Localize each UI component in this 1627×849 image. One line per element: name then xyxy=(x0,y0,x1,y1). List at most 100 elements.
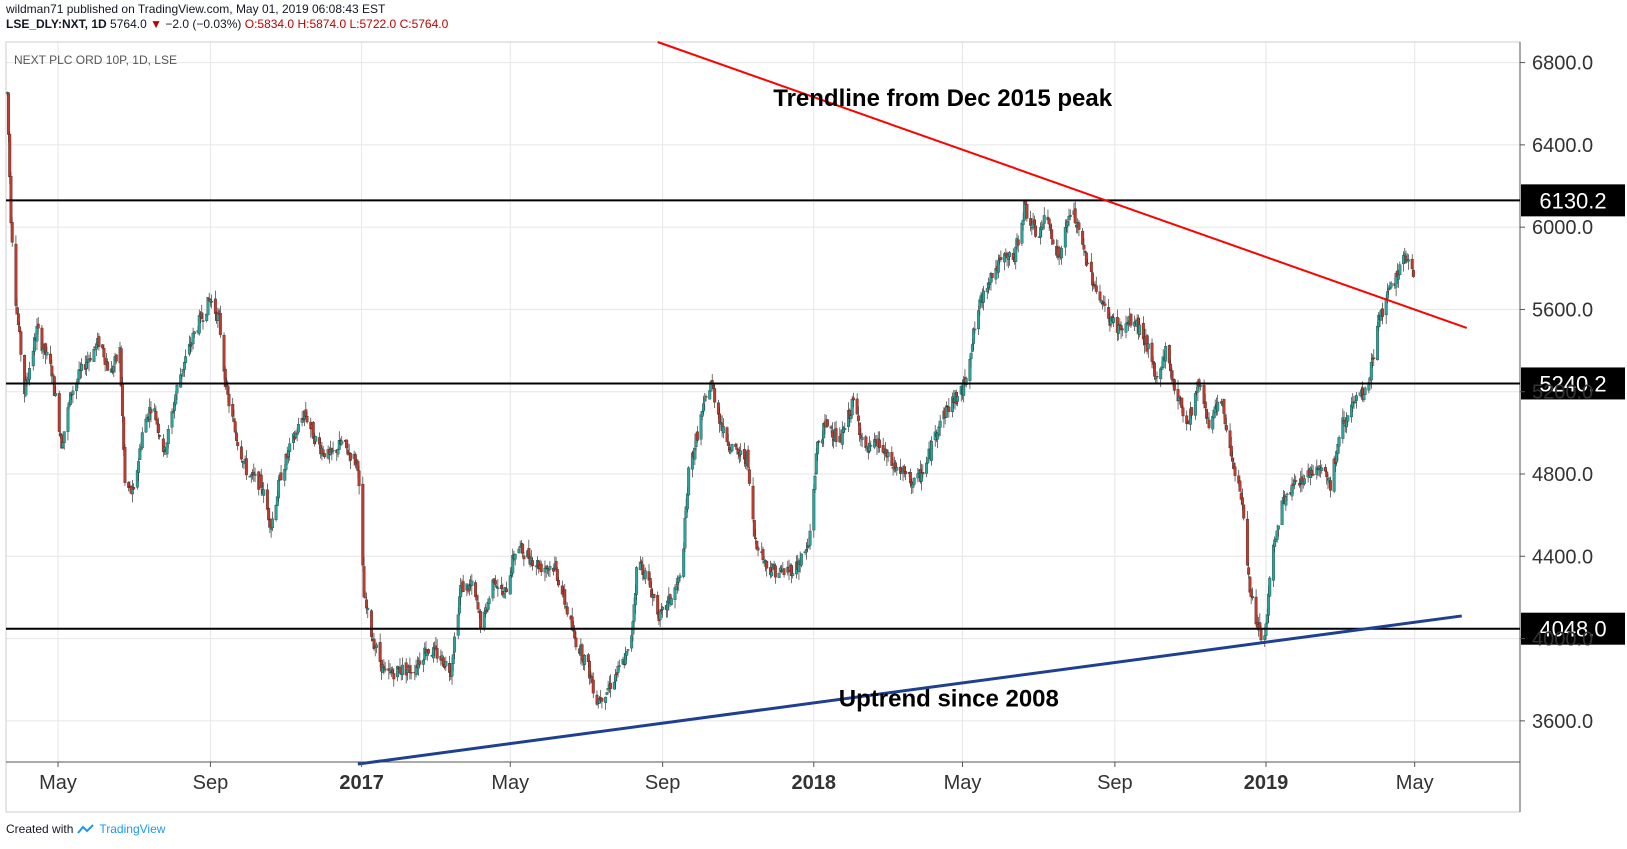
candle-body xyxy=(1381,308,1384,317)
candle-body xyxy=(1369,361,1373,381)
level-badge xyxy=(1521,184,1625,217)
candle-body xyxy=(444,661,448,667)
candle-body xyxy=(761,549,765,561)
candle-body xyxy=(1264,623,1268,636)
candle-body xyxy=(947,406,951,412)
candle-body xyxy=(1077,222,1081,230)
candle-body xyxy=(418,660,422,665)
candle-body xyxy=(233,421,237,433)
candle-body xyxy=(123,447,127,483)
price-tick-label: 4400.0 xyxy=(1532,546,1593,568)
candle-body xyxy=(66,407,70,432)
candle-body xyxy=(398,666,402,674)
candle-body xyxy=(33,337,36,352)
candle-body xyxy=(365,599,368,609)
candle-body xyxy=(557,580,561,586)
candle-body xyxy=(1267,593,1270,616)
candle-body xyxy=(591,679,595,694)
candle-body xyxy=(834,428,838,442)
candle-body xyxy=(132,487,136,490)
candle-body xyxy=(926,457,930,464)
candle-body xyxy=(1016,239,1020,246)
candle-body xyxy=(288,443,292,452)
candle-body xyxy=(244,458,248,476)
candle-body xyxy=(1086,262,1090,265)
candle-body xyxy=(422,659,425,665)
author-link[interactable]: wildman71 xyxy=(6,2,64,16)
candle-body xyxy=(236,442,240,447)
candle-body xyxy=(71,390,75,395)
candle-body xyxy=(739,450,743,455)
candle-body xyxy=(1098,291,1102,301)
plot-frame xyxy=(5,41,1521,813)
tradingview-link[interactable]: TradingView xyxy=(99,822,166,836)
candle-body xyxy=(1294,480,1298,482)
candle-body xyxy=(964,378,968,386)
candle-body xyxy=(1089,261,1093,272)
candle-body xyxy=(1008,252,1012,257)
candle-body xyxy=(331,449,335,452)
candle-body xyxy=(130,486,134,495)
candle-body xyxy=(1161,356,1165,368)
level-badge xyxy=(1521,367,1625,400)
candle-body xyxy=(1412,270,1415,277)
annotations-group: Trendline from Dec 2015 peak Uptrend sinc… xyxy=(773,85,1112,713)
candle-body xyxy=(1398,264,1402,275)
low-value: L:5722.0 xyxy=(349,17,397,31)
candle-body xyxy=(210,301,214,303)
candle-body xyxy=(930,440,933,461)
candle-body xyxy=(860,437,864,441)
candle-body xyxy=(1259,629,1263,641)
candle-body xyxy=(366,608,370,610)
candle-body xyxy=(361,483,365,566)
candle-body xyxy=(451,654,455,664)
candle-body xyxy=(999,257,1003,260)
candle-body xyxy=(972,328,976,344)
candle-body xyxy=(340,440,344,445)
candle-body xyxy=(234,432,238,441)
candle-body xyxy=(1341,417,1345,439)
candle-body xyxy=(16,313,20,326)
candle-body xyxy=(1268,577,1272,597)
candle-body xyxy=(605,692,609,695)
candle-body xyxy=(1407,259,1410,262)
annotation-label: Trendline from Dec 2015 peak xyxy=(773,85,1112,112)
candle-body xyxy=(102,347,106,358)
candle-body xyxy=(262,489,266,496)
candle-body xyxy=(563,589,567,605)
candle-body xyxy=(49,353,53,364)
candle-body xyxy=(643,570,647,579)
candle-body xyxy=(565,606,569,615)
candle-body xyxy=(222,335,226,372)
candle-body xyxy=(746,449,750,468)
candle-body xyxy=(747,469,751,484)
candle-body xyxy=(270,518,274,529)
price-tick-label: 6800.0 xyxy=(1532,53,1593,75)
level-badge xyxy=(1521,612,1625,645)
open-value: O:5834.0 xyxy=(244,17,295,31)
candle-body xyxy=(773,565,777,578)
candle-body xyxy=(1238,480,1242,492)
candle-body xyxy=(453,636,456,653)
candle-body xyxy=(206,296,210,316)
candle-body xyxy=(137,461,141,473)
candle-body xyxy=(1082,244,1086,250)
candle-body xyxy=(817,440,821,443)
price-tick-label: 6400.0 xyxy=(1532,135,1593,157)
time-axis: May Sep 2017 May Sep 2018 May Sep 2019 May xyxy=(39,762,1434,794)
trendline[interactable] xyxy=(657,41,1468,329)
candle-body xyxy=(1094,285,1098,292)
time-tick-label: 2017 xyxy=(339,772,384,794)
candle-body xyxy=(50,365,54,377)
candle-body xyxy=(1207,419,1211,428)
chart-grid xyxy=(6,42,1520,762)
trendline[interactable] xyxy=(357,614,1462,766)
candle-body xyxy=(851,397,855,401)
candle-body xyxy=(661,606,665,610)
candle-body xyxy=(921,472,925,475)
candle-body xyxy=(45,351,49,356)
levels-group: 6130.2 5240.2 4048.0 xyxy=(6,184,1625,645)
candle-body xyxy=(1159,368,1163,380)
candle-body xyxy=(1181,407,1185,417)
